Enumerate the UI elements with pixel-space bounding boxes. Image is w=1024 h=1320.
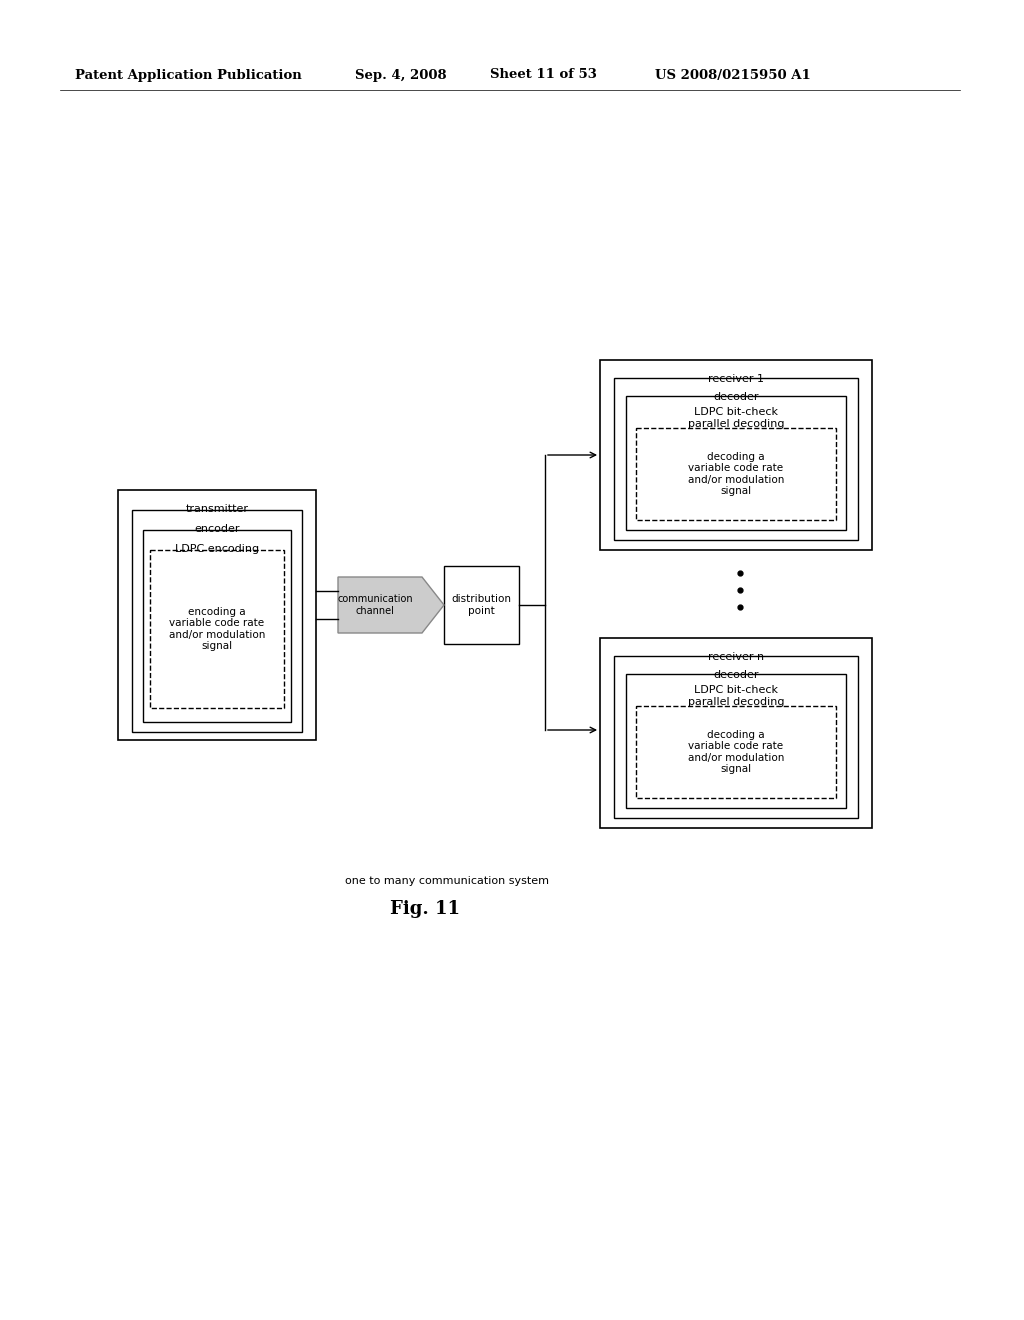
Bar [150,550,284,708]
Text: receiver 1: receiver 1 [708,374,764,384]
Text: one to many communication system: one to many communication system [345,876,549,886]
Text: Fig. 11: Fig. 11 [390,900,460,917]
Bar [626,675,846,808]
Text: US 2008/0215950 A1: US 2008/0215950 A1 [655,69,811,82]
Text: communication
channel: communication channel [337,594,413,616]
Text: transmitter: transmitter [185,504,249,513]
Bar [143,531,291,722]
Text: receiver n: receiver n [708,652,764,663]
Text: decoder: decoder [714,392,759,403]
Text: decoding a
variable code rate
and/or modulation
signal: decoding a variable code rate and/or mod… [688,451,784,496]
Bar [614,656,858,818]
Text: Sep. 4, 2008: Sep. 4, 2008 [355,69,446,82]
Bar [614,378,858,540]
Bar [600,638,872,828]
Text: decoder: decoder [714,671,759,680]
Bar [600,360,872,550]
Text: LDPC encoding: LDPC encoding [175,544,259,554]
Bar [636,706,836,799]
Bar [132,510,302,733]
Bar [118,490,316,741]
Polygon shape [338,577,444,634]
Bar [636,428,836,520]
Text: Patent Application Publication: Patent Application Publication [75,69,302,82]
Text: Sheet 11 of 53: Sheet 11 of 53 [490,69,597,82]
Text: LDPC bit-check
parallel decoding: LDPC bit-check parallel decoding [688,407,784,429]
Text: distribution
point: distribution point [452,594,512,616]
Text: encoder: encoder [195,524,240,535]
Text: decoding a
variable code rate
and/or modulation
signal: decoding a variable code rate and/or mod… [688,730,784,775]
Text: encoding a
variable code rate
and/or modulation
signal: encoding a variable code rate and/or mod… [169,607,265,651]
Bar [444,566,519,644]
Text: LDPC bit-check
parallel decoding: LDPC bit-check parallel decoding [688,685,784,706]
Bar [626,396,846,531]
